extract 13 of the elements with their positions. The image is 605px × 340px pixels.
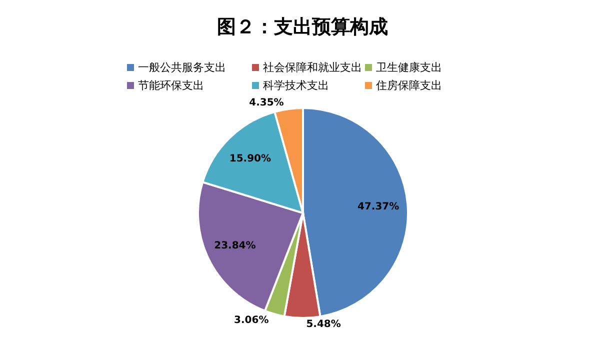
chart-title: 图２：支出预算构成	[217, 16, 388, 38]
legend-label: 节能环保支出	[138, 79, 204, 92]
legend-label: 科学技术支出	[263, 79, 329, 92]
legend-label: 社会保障和就业支出	[263, 61, 362, 74]
data-label: 5.48%	[306, 319, 341, 330]
data-label: 47.37%	[358, 201, 400, 212]
legend-label: 卫生健康支出	[376, 61, 442, 74]
data-label: 4.35%	[249, 97, 284, 108]
data-label: 23.84%	[214, 240, 256, 252]
data-label: 15.90%	[229, 154, 272, 165]
legend-label: 住房保障支出	[376, 79, 442, 92]
legend-label: 一般公共服务支出	[138, 61, 226, 74]
data-label: 3.06%	[234, 314, 269, 326]
